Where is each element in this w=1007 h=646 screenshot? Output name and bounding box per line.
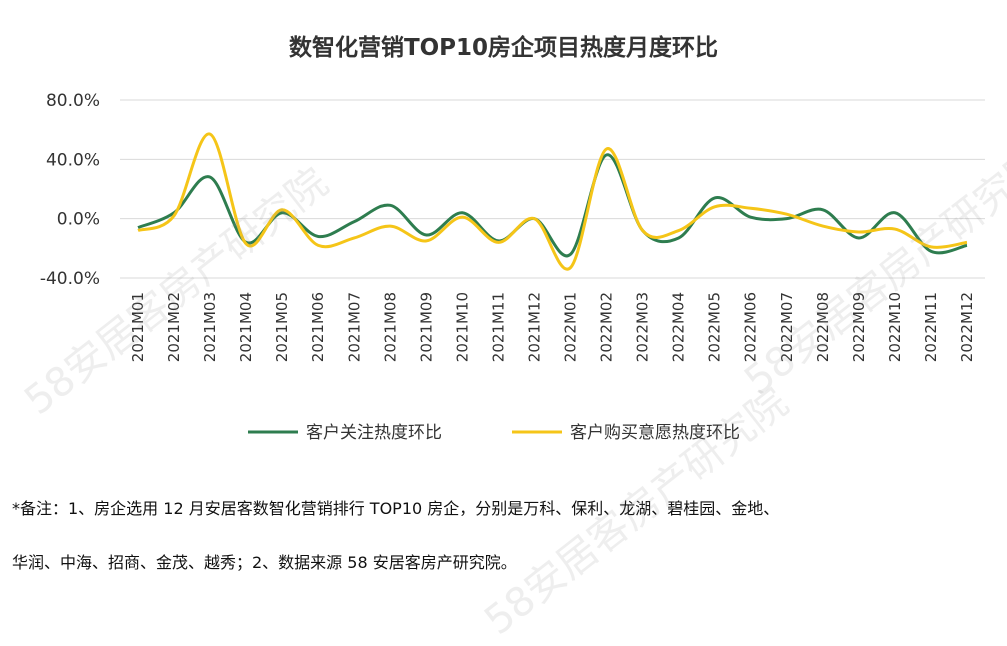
x-tick-label: 2021M12 — [525, 292, 543, 362]
y-tick-label: 40.0% — [46, 150, 100, 170]
x-tick-label: 2021M09 — [417, 292, 435, 362]
x-tick-label: 2022M07 — [778, 292, 796, 362]
x-tick-label: 2022M01 — [562, 292, 580, 362]
series-line-attention — [137, 153, 968, 258]
y-tick-label: 0.0% — [57, 210, 100, 230]
x-tick-label: 2022M08 — [814, 292, 832, 362]
x-tick-label: 2022M02 — [598, 292, 616, 362]
x-tick-label: 2021M01 — [129, 292, 147, 362]
footnote-line-2: 华润、中海、招商、金茂、越秀；2、数据来源 58 安居客房产研究院。 — [12, 553, 517, 572]
x-tick-label: 2022M12 — [958, 292, 976, 362]
x-tick-label: 2022M10 — [886, 292, 904, 362]
x-tick-label: 2021M05 — [273, 292, 291, 362]
x-tick-label: 2022M03 — [634, 292, 652, 362]
x-tick-label: 2021M11 — [489, 292, 507, 362]
legend-label: 客户关注热度环比 — [306, 423, 442, 443]
series-line-purchase-intent — [137, 132, 968, 271]
x-tick-label: 2021M04 — [237, 292, 255, 362]
x-tick-label: 2021M10 — [453, 292, 471, 362]
legend-label: 客户购买意愿热度环比 — [570, 423, 740, 443]
x-tick-label: 2021M08 — [381, 292, 399, 362]
x-tick-labels: 2021M01 2021M02 2021M03 2021M04 2021M05 2021M… — [129, 292, 976, 362]
x-tick-label: 2022M04 — [670, 292, 688, 362]
x-tick-label: 2021M02 — [165, 292, 183, 362]
x-tick-label: 2022M06 — [742, 292, 760, 362]
x-tick-label: 2021M03 — [201, 292, 219, 362]
x-tick-label: 2021M06 — [309, 292, 327, 362]
legend: 客户关注热度环比 客户购买意愿热度环比 — [248, 423, 740, 443]
y-tick-label: -40.0% — [40, 269, 100, 289]
grid-lines — [120, 99, 985, 279]
footnote-line-1: *备注：1、房企选用 12 月安居客数智化营销排行 TOP10 房企，分别是万科… — [12, 499, 780, 518]
x-tick-label: 2022M09 — [850, 292, 868, 362]
y-tick-label: 80.0% — [46, 91, 100, 111]
y-tick-labels: -40.0% 0.0% 40.0% 80.0% — [40, 91, 100, 289]
line-chart: -40.0%0.0%40.0%80.0% 2021M01 2021M02 2021M… — [40, 91, 985, 443]
chart-title: 数智化营销TOP10房企项目热度月度环比 — [288, 35, 719, 61]
x-tick-label: 2021M07 — [345, 292, 363, 362]
x-tick-label: 2022M11 — [922, 292, 940, 362]
series-lines — [137, 132, 968, 271]
x-tick-label: 2022M05 — [706, 292, 724, 362]
